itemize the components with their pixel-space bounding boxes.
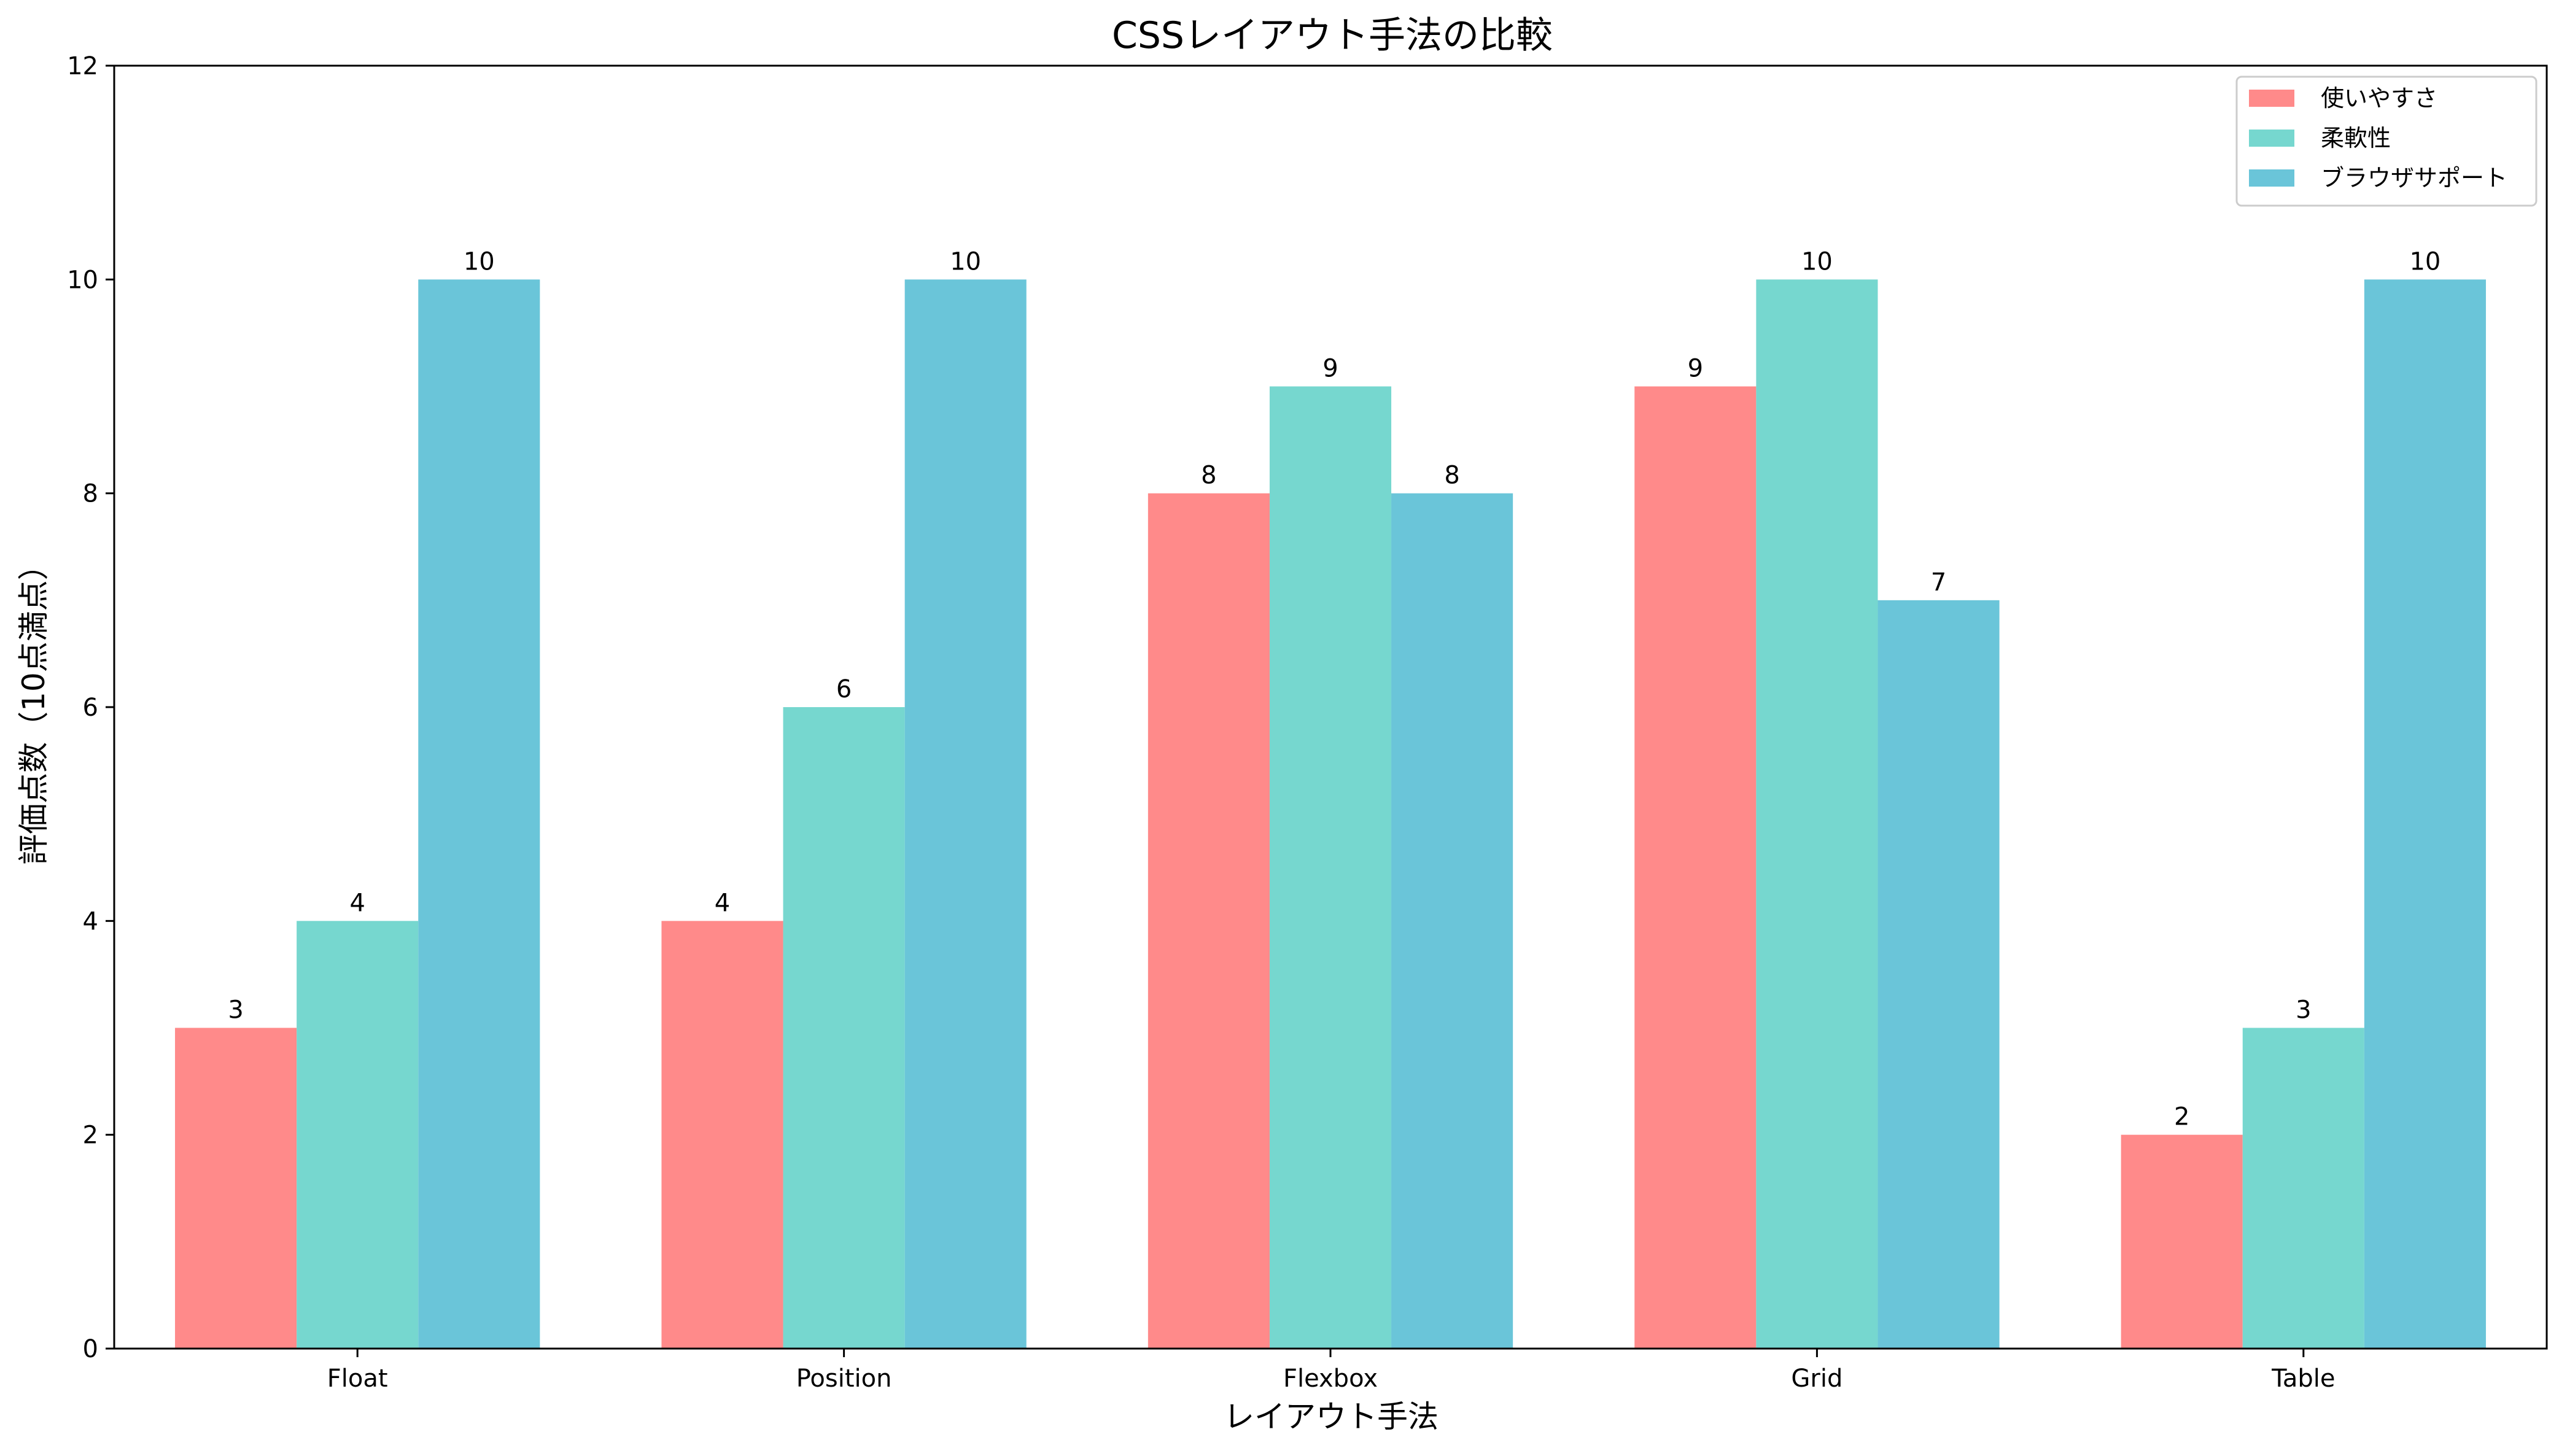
legend-swatch-flexibility xyxy=(2249,130,2294,147)
y-tick-label-8: 8 xyxy=(83,480,98,508)
y-tick-label-12: 12 xyxy=(67,52,98,80)
x-tick-label-table: Table xyxy=(2271,1365,2335,1393)
legend-swatch-browser-support xyxy=(2249,169,2294,187)
bar-value-float-flexibility: 4 xyxy=(349,889,365,917)
bar-value-grid-browser-support: 7 xyxy=(1931,568,1946,597)
x-tick-label-grid: Grid xyxy=(1791,1365,1843,1393)
bar-flexbox-flexibility xyxy=(1269,386,1392,1349)
y-tick-label-6: 6 xyxy=(83,694,98,722)
bar-position-ease xyxy=(661,921,783,1349)
bar-position-flexibility xyxy=(783,707,905,1349)
bar-value-flexbox-ease: 8 xyxy=(1201,462,1216,490)
legend-label-browser-support: ブラウザサポート xyxy=(2321,165,2507,192)
x-tick-label-position: Position xyxy=(796,1365,892,1393)
bar-table-flexibility xyxy=(2242,1028,2364,1349)
x-tick-label-float: Float xyxy=(327,1365,388,1393)
legend-label-flexibility: 柔軟性 xyxy=(2321,125,2391,152)
bar-flexbox-browser-support xyxy=(1391,493,1513,1349)
x-tick-label-flexbox: Flexbox xyxy=(1283,1365,1378,1393)
y-tick-label-2: 2 xyxy=(83,1121,98,1150)
y-axis-label: 評価点数（10点満点） xyxy=(16,549,52,865)
bar-float-flexibility xyxy=(297,921,419,1349)
y-tick-label-4: 4 xyxy=(83,907,98,935)
bar-value-float-browser-support: 10 xyxy=(464,247,495,276)
bar-value-grid-ease: 9 xyxy=(1688,355,1703,383)
plot-frame xyxy=(113,64,2548,1350)
bar-value-float-ease: 3 xyxy=(228,996,243,1024)
bar-value-position-flexibility: 6 xyxy=(836,675,852,703)
bars-layer xyxy=(175,279,2486,1349)
y-tick-label-10: 10 xyxy=(67,266,98,294)
legend: 使いやすさ 柔軟性 ブラウザサポート xyxy=(2235,76,2538,207)
bar-flexbox-ease xyxy=(1147,493,1270,1349)
bar-value-flexbox-flexibility: 9 xyxy=(1322,355,1338,383)
bar-float-ease xyxy=(175,1028,297,1349)
bar-value-flexbox-browser-support: 8 xyxy=(1444,462,1459,490)
y-ticks: 0 2 4 6 8 10 12 xyxy=(67,52,114,1363)
bar-value-position-ease: 4 xyxy=(715,889,730,917)
bar-value-table-ease: 2 xyxy=(2174,1103,2189,1131)
bar-table-browser-support xyxy=(2364,279,2486,1349)
bar-value-table-browser-support: 10 xyxy=(2409,247,2441,276)
bar-grid-ease xyxy=(1634,386,1757,1349)
chart-title: CSSレイアウト手法の比較 xyxy=(1112,14,1553,57)
bar-value-table-flexibility: 3 xyxy=(2296,996,2311,1024)
bar-table-ease xyxy=(2121,1134,2243,1349)
bar-value-position-browser-support: 10 xyxy=(950,247,981,276)
legend-swatch-ease xyxy=(2249,90,2294,107)
y-tick-label-0: 0 xyxy=(83,1335,98,1363)
x-ticks: Float Position Flexbox Grid Table xyxy=(327,1349,2336,1393)
x-axis-label: レイアウト手法 xyxy=(1224,1399,1439,1435)
legend-frame xyxy=(2235,76,2538,207)
legend-label-ease: 使いやすさ xyxy=(2321,85,2437,112)
bar-float-browser-support xyxy=(418,279,540,1349)
bar-position-browser-support xyxy=(904,279,1027,1349)
bar-grid-browser-support xyxy=(1878,600,2000,1349)
bar-grid-flexibility xyxy=(1756,279,1878,1349)
bar-value-grid-flexibility: 10 xyxy=(1801,247,1833,276)
bar-labels-layer: 3 4 10 4 6 10 8 9 8 9 10 7 2 3 10 xyxy=(228,247,2441,1131)
